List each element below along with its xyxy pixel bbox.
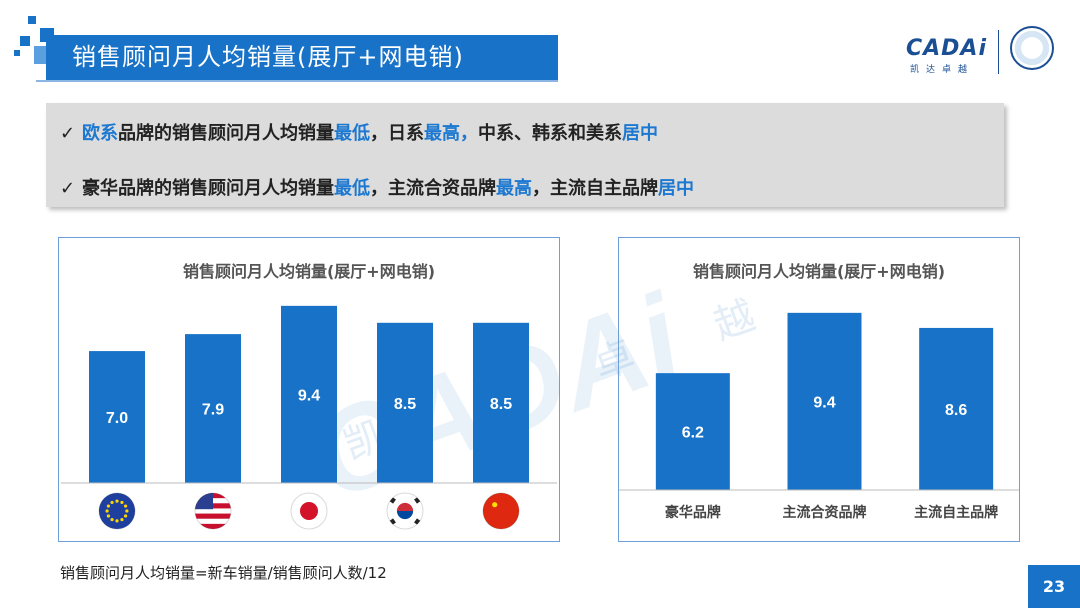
bar [919,327,994,490]
data-label: 8.5 [394,396,416,413]
bullet-text: 豪华品牌的销售顾问月人均销量 [82,178,334,199]
logo-text: CADAi [906,36,988,61]
logo-subtext: 凯达卓越 [910,65,975,75]
highlighted-text: 最低 [334,123,370,144]
title-underline [36,80,558,82]
data-label: 8.5 [490,396,512,413]
highlighted-text: 居中 [658,178,694,199]
bar [655,373,730,490]
data-label: 9.4 [813,394,835,411]
chart-title: 销售顾问月人均销量(展厅+网电销) [692,262,946,281]
bullet-text: ，日系 [370,123,424,144]
bullet-text: 品牌的销售顾问月人均销量 [118,123,334,144]
chart-panel-brandtype: 销售顾问月人均销量(展厅+网电销) 6.2 豪华品牌 9.4 主流合资品牌 8.6 主流自… [618,237,1020,542]
bar [377,322,433,483]
highlighted-text: 最高 [496,178,532,199]
data-label: 6.2 [682,425,704,442]
bullet-2: ✓ 豪华品牌的销售顾问月人均销量最低，主流合资品牌最高，主流自主品牌居中 [60,174,694,200]
category-label: 主流自主品牌 [914,504,998,521]
logo-divider [998,30,999,74]
company-logo: CADAi 凯达卓越 [906,24,1056,76]
summary-box: ✓ 欧系品牌的销售顾问月人均销量最低，日系最高，中系、韩系和美系居中 ✓ 豪华品牌的… [46,103,1004,207]
bar [473,322,529,483]
checkmark-icon: ✓ [60,178,76,199]
highlighted-text: 最低 [334,178,370,199]
formula-note: 销售顾问月人均销量=新车销量/销售顾问人数/12 [60,564,387,582]
region-bar-chart: 7.0 7.9 9.4 8.5 8.5 [61,305,557,530]
bullet-1: ✓ 欧系品牌的销售顾问月人均销量最低，日系最高，中系、韩系和美系居中 [60,119,658,145]
data-label: 7.0 [106,410,128,427]
bar [281,305,337,483]
chart-panel-region: 销售顾问月人均销量(展厅+网电销) 7.0 7.9 9.4 8.5 8.5 [58,237,560,542]
highlighted-text: 最高， [424,123,478,144]
chart-title: 销售顾问月人均销量(展厅+网电销) [182,262,436,281]
bar [787,312,862,490]
bar [185,334,241,483]
bullet-text: 中系、韩系和美系 [478,123,622,144]
japan-flag-icon [290,492,328,530]
page-title: 销售顾问月人均销量(展厅+网电销) [46,35,558,80]
category-label: 豪华品牌 [665,504,721,521]
us-flag-icon [194,492,232,530]
data-label: 9.4 [298,387,320,404]
highlighted-text: 欧系 [82,123,118,144]
association-seal-icon [1010,26,1054,70]
data-label: 8.6 [945,402,967,419]
bullet-text: ，主流合资品牌 [370,178,496,199]
data-label: 7.9 [202,402,224,419]
checkmark-icon: ✓ [60,123,76,144]
page-number: 23 [1028,565,1080,608]
bar [89,351,145,483]
brandtype-bar-chart: 6.2 豪华品牌 9.4 主流合资品牌 8.6 主流自主品牌 [619,312,1019,521]
bullet-text: ，主流自主品牌 [532,178,658,199]
highlighted-text: 居中 [622,123,658,144]
china-flag-icon [482,492,520,530]
eu-flag-icon [98,492,136,530]
korea-flag-icon [386,492,424,530]
category-label: 主流合资品牌 [783,504,867,521]
